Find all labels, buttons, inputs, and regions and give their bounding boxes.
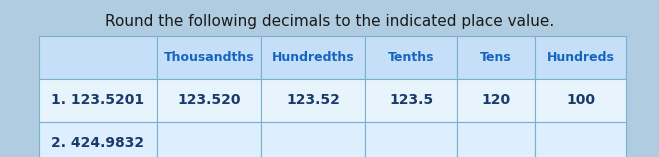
Text: Round the following decimals to the indicated place value.: Round the following decimals to the indi… [105,14,554,30]
